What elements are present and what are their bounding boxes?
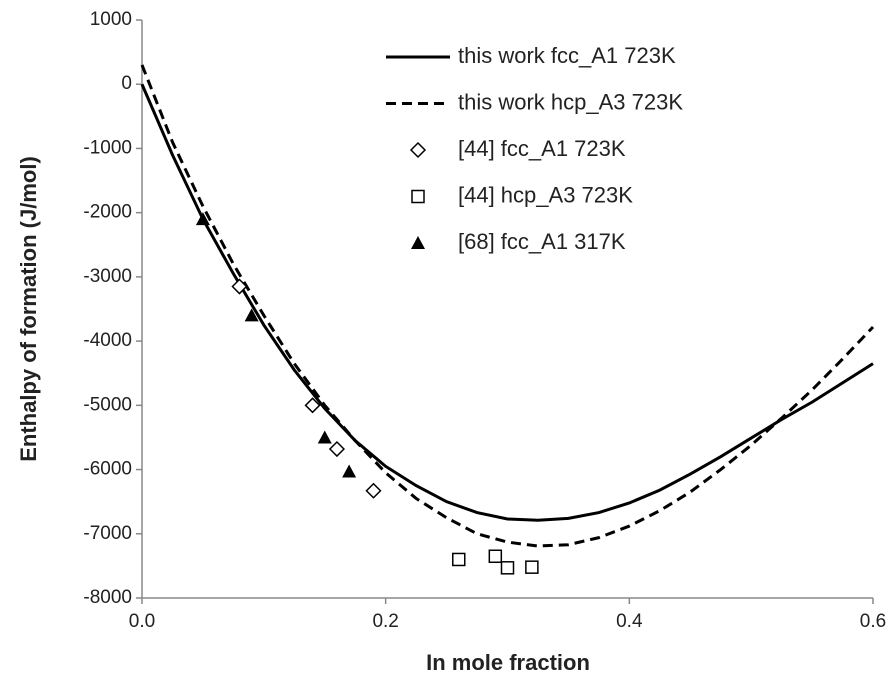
square-marker bbox=[452, 552, 466, 567]
x-tick-label: 0.6 bbox=[860, 611, 886, 632]
y-tick-label: 1000 bbox=[90, 9, 132, 30]
diamond-marker bbox=[409, 141, 427, 159]
y-tick-label: -5000 bbox=[83, 394, 132, 415]
series-line bbox=[140, 64, 875, 548]
triangle-marker bbox=[317, 430, 332, 444]
legend-label: [44] fcc_A1 723K bbox=[458, 136, 626, 161]
square-marker bbox=[500, 561, 515, 575]
x-tick-label: 0.4 bbox=[616, 611, 643, 632]
diamond-marker bbox=[304, 397, 321, 414]
y-tick-label: -1000 bbox=[83, 137, 132, 158]
legend-label: [68] fcc_A1 317K bbox=[458, 229, 626, 254]
y-tick-label: -8000 bbox=[83, 587, 132, 608]
y-tick-label: -6000 bbox=[83, 459, 132, 480]
triangle-marker bbox=[244, 308, 259, 322]
triangle-marker bbox=[411, 236, 425, 249]
y-tick-label: -7000 bbox=[83, 523, 132, 544]
triangle-marker bbox=[342, 464, 357, 478]
x-tick-label: 0.0 bbox=[129, 611, 155, 632]
y-tick-label: 0 bbox=[121, 73, 132, 94]
diamond-marker bbox=[328, 440, 345, 458]
square-marker bbox=[488, 549, 503, 564]
diamond-marker bbox=[231, 278, 248, 295]
legend-label: this work hcp_A3 723K bbox=[458, 89, 683, 114]
y-tick-label: -4000 bbox=[83, 330, 132, 351]
legend-label: [44] hcp_A3 723K bbox=[458, 182, 633, 207]
legend-label: this work fcc_A1 723K bbox=[458, 43, 676, 68]
x-axis-title: In mole fraction bbox=[426, 650, 590, 675]
series-line bbox=[140, 83, 874, 522]
triangle-marker bbox=[195, 212, 210, 226]
y-axis-title: Enthalpy of formation (J/mol) bbox=[16, 156, 41, 462]
y-tick-label: -3000 bbox=[83, 266, 132, 287]
x-tick-label: 0.2 bbox=[372, 611, 398, 632]
square-marker bbox=[525, 560, 539, 574]
square-marker bbox=[411, 189, 425, 204]
y-tick-label: -2000 bbox=[83, 202, 132, 223]
diamond-marker bbox=[365, 482, 382, 499]
